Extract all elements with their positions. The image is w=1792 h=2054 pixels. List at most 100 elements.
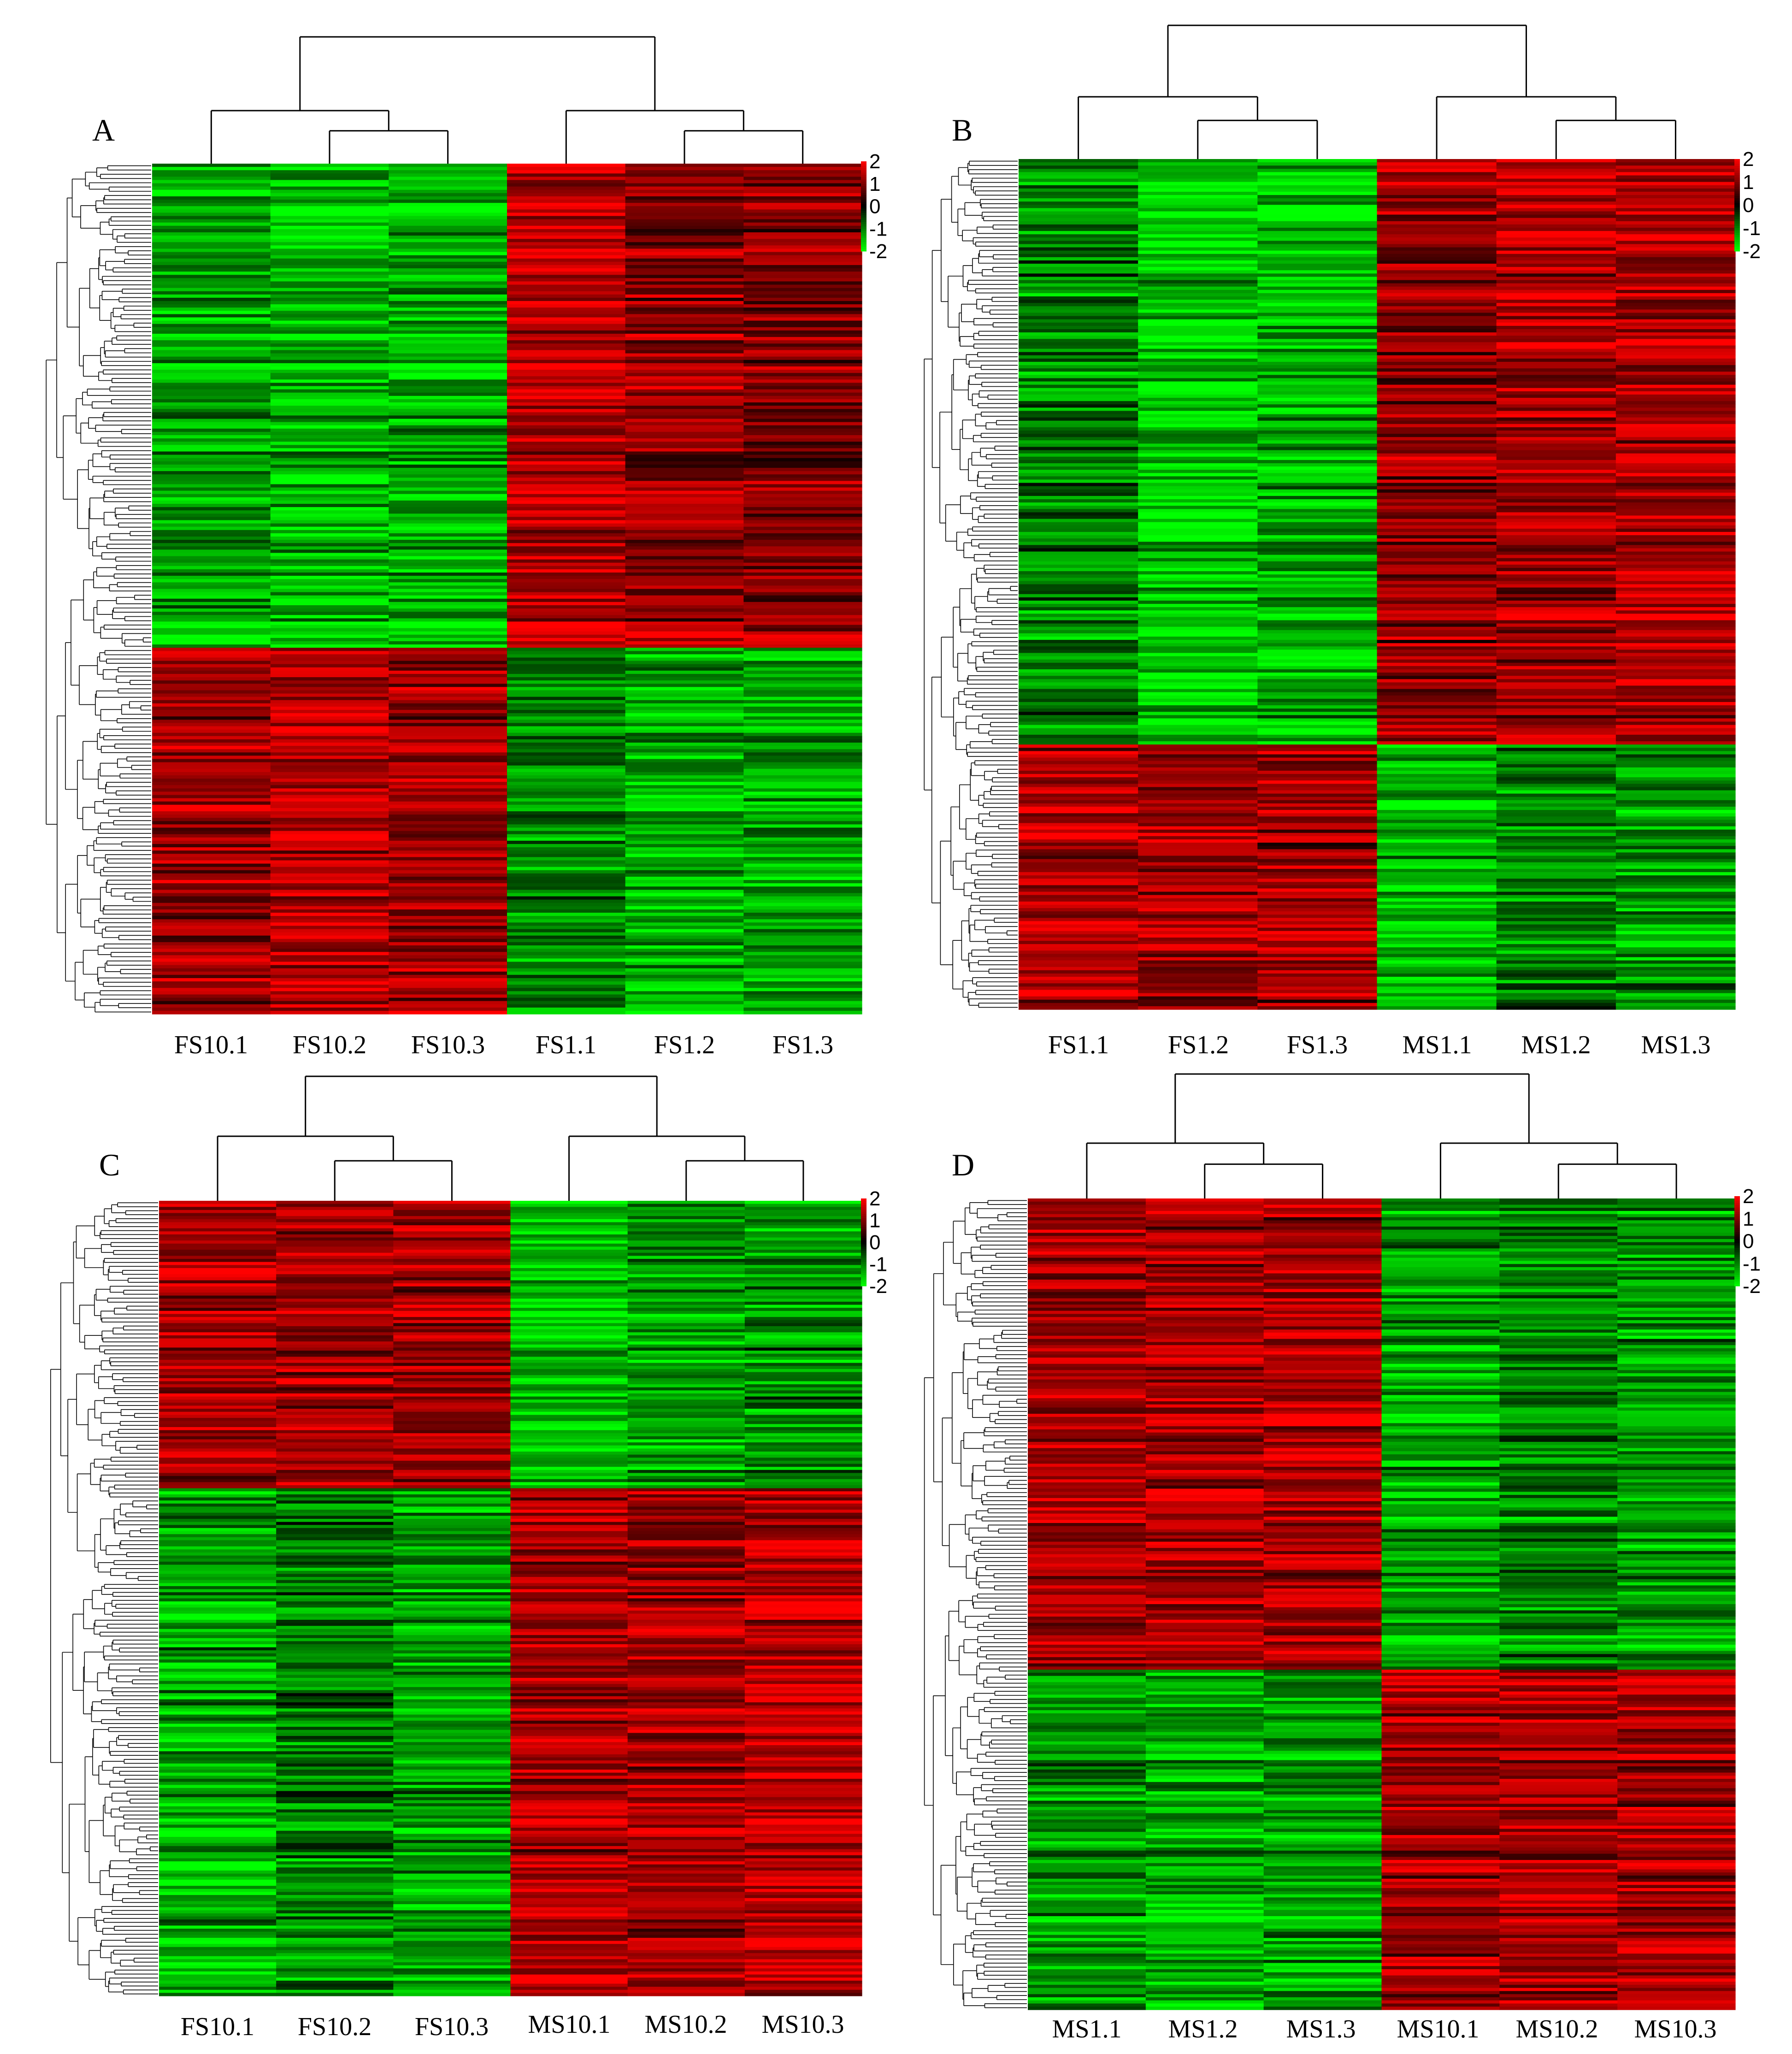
- heatmap-cell: [1496, 780, 1616, 784]
- heatmap-cell: [625, 258, 744, 262]
- heatmap-cell: [743, 481, 862, 485]
- heatmap-cell: [1257, 424, 1378, 428]
- heatmap-cell: [1615, 784, 1736, 788]
- heatmap-cell: [1615, 313, 1736, 317]
- heatmap-cell: [389, 608, 507, 612]
- heatmap-cell: [1019, 430, 1138, 434]
- heatmap-cell: [1019, 937, 1138, 941]
- heatmap-cell: [743, 811, 862, 815]
- color-scale-swatch: [861, 181, 867, 184]
- heatmap-cell: [1019, 329, 1138, 333]
- heatmap-cell: [1377, 519, 1497, 523]
- heatmap-cell: [1615, 378, 1736, 382]
- heatmap-cell: [1019, 659, 1138, 663]
- heatmap-cell: [625, 340, 744, 344]
- heatmap-cell: [625, 428, 744, 432]
- heatmap-cell: [1257, 394, 1378, 398]
- heatmap-cell: [1615, 460, 1736, 464]
- heatmap-cell: [1496, 581, 1616, 585]
- heatmap-cell: [1496, 662, 1616, 667]
- heatmap-cell: [389, 631, 507, 635]
- heatmap-cell: [1138, 548, 1258, 552]
- heatmap-cell: [743, 435, 862, 439]
- heatmap-cell: [270, 510, 389, 514]
- heatmap-cell: [743, 494, 862, 498]
- heatmap-cell: [1019, 548, 1138, 552]
- heatmap-cell: [625, 458, 744, 462]
- heatmap-cell: [389, 229, 507, 233]
- heatmap-cell: [1615, 960, 1736, 964]
- heatmap-cell: [1138, 904, 1258, 909]
- heatmap-cell: [1257, 915, 1378, 918]
- heatmap-cell: [1377, 859, 1497, 863]
- heatmap-cell: [389, 844, 507, 848]
- heatmap-cell: [1377, 378, 1497, 382]
- heatmap-cell: [270, 576, 389, 579]
- heatmap-cell: [1615, 931, 1736, 935]
- heatmap-cell: [1377, 741, 1497, 745]
- heatmap-cell: [270, 749, 389, 753]
- heatmap-cell: [152, 693, 271, 697]
- heatmap-cell: [270, 334, 389, 337]
- heatmap-cell: [270, 278, 389, 282]
- heatmap-cell: [1496, 368, 1616, 372]
- heatmap-cell: [1496, 800, 1616, 804]
- heatmap-cell: [507, 536, 626, 540]
- heatmap-cell: [152, 275, 271, 278]
- heatmap-cell: [1019, 679, 1138, 683]
- heatmap-cell: [1019, 574, 1138, 578]
- heatmap-cell: [389, 291, 507, 295]
- heatmap-cell: [152, 952, 271, 956]
- heatmap-cell: [1496, 770, 1616, 774]
- heatmap-cell: [625, 376, 744, 380]
- heatmap-cell: [507, 200, 626, 203]
- heatmap-cell: [1377, 849, 1497, 853]
- heatmap-cell: [1496, 839, 1616, 843]
- heatmap-cell: [389, 876, 507, 880]
- heatmap-cell: [1257, 924, 1378, 928]
- heatmap-cell: [625, 949, 744, 952]
- heatmap-cell: [1257, 770, 1378, 774]
- heatmap-cell: [389, 399, 507, 403]
- heatmap-cell: [1496, 339, 1616, 342]
- heatmap-cell: [152, 919, 271, 923]
- heatmap-cell: [1377, 1006, 1497, 1010]
- heatmap-cell: [1257, 466, 1378, 470]
- heatmap-cell: [507, 307, 626, 311]
- heatmap-cell: [507, 945, 626, 949]
- heatmap-cell: [1615, 427, 1736, 431]
- heatmap-cell: [270, 399, 389, 403]
- heatmap-cell: [1257, 224, 1378, 228]
- heatmap-cell: [1019, 1003, 1138, 1007]
- heatmap-cell: [507, 854, 626, 857]
- heatmap-cell: [743, 530, 862, 534]
- heatmap-cell: [389, 177, 507, 181]
- heatmap-cell: [270, 324, 389, 328]
- heatmap-cell: [1257, 188, 1378, 192]
- heatmap-cell: [743, 500, 862, 504]
- heatmap-cell: [1496, 358, 1616, 362]
- heatmap-cell: [625, 981, 744, 985]
- heatmap-cell: [743, 592, 862, 596]
- heatmap-cell: [625, 406, 744, 409]
- heatmap-cell: [507, 389, 626, 393]
- heatmap-cell: [389, 196, 507, 200]
- heatmap-cell: [1615, 172, 1736, 176]
- heatmap-cell: [1615, 211, 1736, 215]
- heatmap-cell: [270, 297, 389, 301]
- heatmap-cell: [743, 523, 862, 527]
- color-scale-swatch: [861, 237, 867, 241]
- heatmap-cell: [743, 252, 862, 256]
- heatmap-cell: [270, 395, 389, 400]
- heatmap-cell: [152, 798, 271, 802]
- heatmap-cell: [270, 487, 389, 491]
- heatmap-cell: [743, 657, 862, 661]
- heatmap-cell: [1615, 280, 1736, 284]
- heatmap-cell: [1257, 888, 1378, 892]
- heatmap-cell: [270, 837, 389, 841]
- heatmap-cell: [152, 183, 271, 187]
- heatmap-cell: [625, 729, 744, 733]
- heatmap-cell: [389, 906, 507, 910]
- heatmap-cell: [1496, 205, 1616, 209]
